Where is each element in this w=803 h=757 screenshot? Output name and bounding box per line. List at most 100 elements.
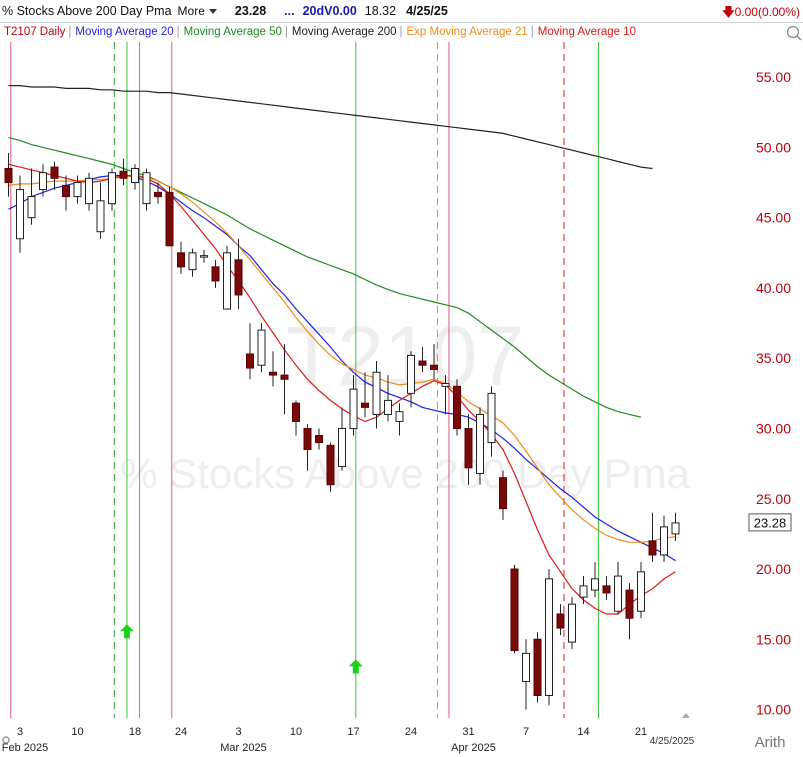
- candle-body: [407, 354, 415, 394]
- last-value: 23.28: [234, 4, 267, 18]
- watermark-name: % Stocks Above 200 Day Pma: [120, 450, 690, 497]
- candle-body: [545, 578, 553, 697]
- candle-body: [556, 613, 565, 629]
- candle-body: [361, 402, 369, 408]
- legend-ma50[interactable]: Moving Average 50: [183, 26, 282, 38]
- candle-body: [85, 177, 93, 205]
- candle-body: [108, 172, 116, 205]
- candle-body: [303, 427, 312, 451]
- y-tick-label: 45.00: [756, 210, 791, 226]
- signal-arrows: [120, 624, 363, 674]
- x-tick-label: 10: [71, 726, 83, 738]
- x-tick-label: 24: [175, 726, 187, 738]
- candle-body: [487, 392, 496, 444]
- candle-body: [637, 571, 645, 612]
- candle-body: [16, 189, 24, 240]
- candle-body: [234, 259, 243, 296]
- candle-body: [510, 568, 519, 652]
- candle-body: [395, 411, 404, 422]
- candle-body: [648, 540, 657, 556]
- candle-body: [142, 172, 151, 205]
- candle-body: [292, 402, 300, 422]
- price-tag-text: 23.28: [754, 515, 787, 530]
- candle-body: [579, 585, 588, 598]
- month-label: Feb 2025: [2, 742, 48, 754]
- scale-mode-label[interactable]: Arith: [755, 734, 786, 751]
- candle-body: [522, 652, 530, 682]
- x-tick-label: 7: [523, 726, 529, 738]
- candle-body: [154, 191, 162, 198]
- more-label: More: [177, 4, 205, 18]
- y-tick-label: 20.00: [756, 561, 791, 577]
- y-axis: 10.00 15.00 20.00 25.00 30.00 35.00 40.00 45.00…: [756, 69, 791, 717]
- x-tick-label: 3: [17, 726, 23, 738]
- legend-ema21[interactable]: Exp Moving Average 21: [406, 26, 528, 38]
- x-tick-label: 18: [129, 726, 141, 738]
- candle-body: [280, 374, 289, 380]
- legend-ma200[interactable]: Moving Average 200: [291, 26, 397, 38]
- ellipsis-text: ...: [284, 4, 295, 18]
- legend-separator: |: [284, 26, 288, 38]
- zoom-icon-handle: [796, 35, 802, 41]
- x-tick-label: 3: [235, 726, 241, 738]
- candle-body: [671, 522, 680, 535]
- zoom-icon-circle: [786, 25, 800, 39]
- candle-body: [602, 585, 611, 594]
- header-date: 4/25/25: [406, 4, 448, 18]
- settings-icon[interactable]: [2, 736, 10, 744]
- legend-ma20[interactable]: Moving Average 20: [75, 26, 174, 38]
- legend-ma10[interactable]: Moving Average 10: [537, 26, 637, 38]
- candle-body: [119, 170, 128, 179]
- buy-signal-arrow: [120, 624, 134, 639]
- last-price-tag: 23.28: [748, 513, 792, 532]
- candle-body: [476, 413, 484, 474]
- x-tick-label: 31: [462, 726, 474, 738]
- candle-body: [591, 578, 599, 591]
- candle-body: [62, 184, 70, 198]
- y-tick-label: 30.00: [756, 420, 791, 436]
- candle-body: [499, 477, 507, 510]
- settings-icon-shape: [2, 736, 10, 744]
- price-tag-box: [748, 513, 792, 532]
- candle-body: [223, 252, 231, 310]
- candle-body: [568, 603, 576, 643]
- y-tick-label: 55.00: [756, 69, 791, 85]
- candle-body: [73, 182, 82, 198]
- chart-header: % Stocks Above 200 Day Pma More 23.28 ..…: [0, 0, 803, 23]
- y-tick-label: 50.00: [756, 139, 791, 155]
- candle-body: [349, 388, 358, 429]
- candle-body: [39, 172, 47, 191]
- indicator-legend: T2107 Daily | Moving Average 20 | Moving…: [0, 23, 636, 41]
- previous-value: 18.32: [364, 4, 397, 18]
- chevron-down-icon: [208, 9, 217, 15]
- x-tick-label: 10: [290, 726, 302, 738]
- candle-body: [27, 196, 36, 219]
- symbol-title[interactable]: % Stocks Above 200 Day Pma: [2, 4, 172, 18]
- legend-t2107-daily[interactable]: T2107 Daily: [4, 26, 66, 38]
- more-menu-button[interactable]: More: [178, 4, 217, 18]
- volume-value: 20dV0.00: [302, 4, 357, 18]
- candle-body: [257, 329, 266, 366]
- candle-body: [211, 266, 220, 282]
- candle-body: [625, 589, 634, 619]
- candle-body: [372, 371, 381, 415]
- y-tick-label: 25.00: [756, 491, 791, 507]
- candle-body: [200, 255, 208, 258]
- y-tick-label: 15.00: [756, 631, 791, 647]
- scroll-right-icon[interactable]: [682, 713, 690, 718]
- y-tick-label: 10.00: [756, 702, 791, 718]
- candle-body: [430, 364, 438, 370]
- candle-body: [453, 385, 461, 429]
- change-text: 0.00(0.00%): [734, 5, 800, 19]
- down-arrow-icon: 🡇: [722, 5, 735, 19]
- candle-body: [464, 427, 473, 469]
- candle-body: [188, 252, 197, 271]
- candle-body: [4, 167, 13, 184]
- candles: [4, 153, 680, 710]
- legend-separator: |: [68, 26, 72, 38]
- month-label: Mar 2025: [220, 742, 266, 754]
- zoom-icon[interactable]: [786, 25, 802, 41]
- x-tick-label: 14: [577, 726, 589, 738]
- candle-body: [338, 427, 346, 467]
